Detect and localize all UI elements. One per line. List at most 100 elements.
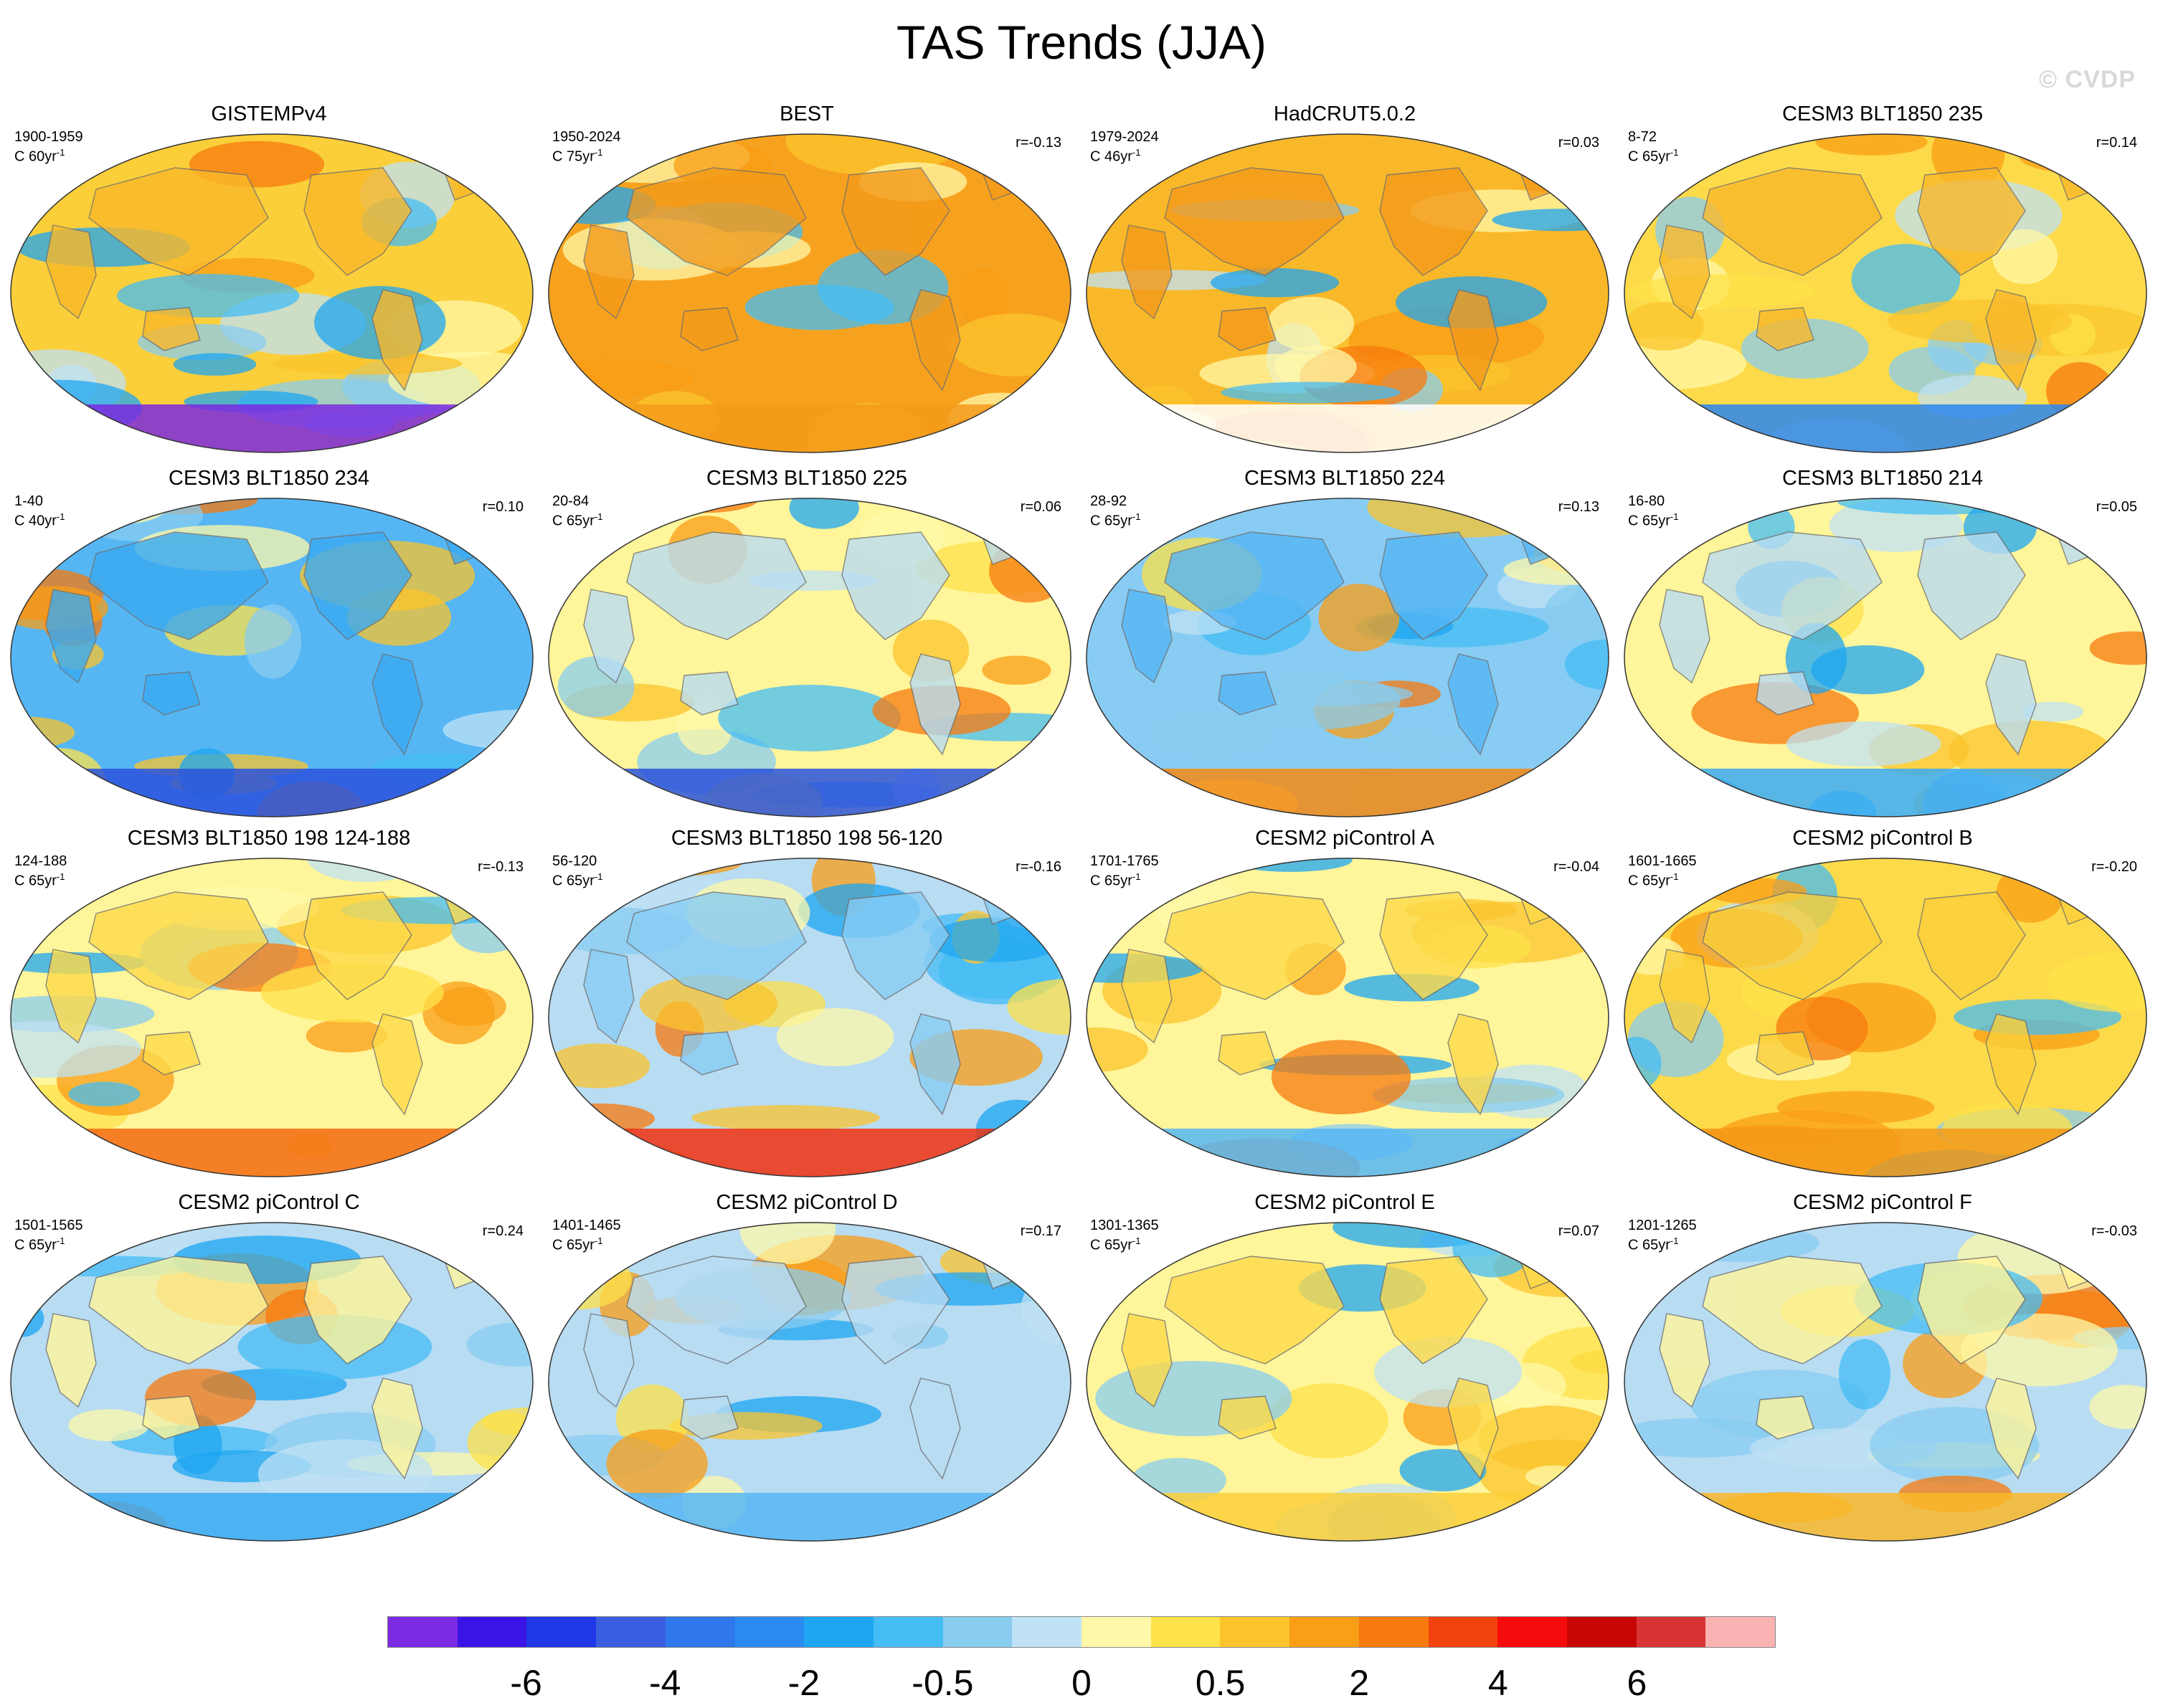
continent-outline xyxy=(1985,1013,2037,1116)
continent-outline xyxy=(1164,891,1345,1000)
southern-ocean-band xyxy=(1624,404,2147,452)
map-panel: CESM3 BLT1850 198 56-120 56-120 C 65yr-1 r=… xyxy=(538,826,1076,1190)
panel-correlation: r=0.13 xyxy=(1558,499,1599,515)
continent-outline xyxy=(1917,891,2026,1000)
panel-period: 124-188 xyxy=(14,853,67,869)
continent-outline xyxy=(142,671,201,716)
panel-units: C 75yr-1 xyxy=(552,147,603,165)
map-boundary xyxy=(1624,498,2147,817)
anomaly-region xyxy=(549,498,648,542)
colorbar-label: -4 xyxy=(648,1663,681,1703)
map-panel: CESM2 piControl A 1701-1765 C 65yr-1 r=-0.0… xyxy=(1076,826,1614,1190)
anomaly-region xyxy=(606,1429,708,1499)
trend-map xyxy=(10,133,534,453)
panel-period: 1201-1265 xyxy=(1628,1218,1697,1233)
colorbar-label: -6 xyxy=(510,1663,542,1703)
panel-correlation: r=0.06 xyxy=(1020,499,1061,515)
colorbar-swatch xyxy=(1150,1617,1221,1647)
continent-outline xyxy=(45,1313,97,1408)
colorbar-swatch xyxy=(665,1617,735,1647)
southern-ocean-band xyxy=(1087,1493,1609,1541)
panel-units: C 60yr-1 xyxy=(14,147,65,165)
continent-outline xyxy=(1121,949,1173,1044)
anomaly-region xyxy=(739,1223,836,1265)
panel-correlation: r=-0.16 xyxy=(1016,859,1061,875)
anomaly-region xyxy=(2032,422,2101,452)
continent-outline xyxy=(1379,531,1488,640)
map-panel: CESM3 BLT1850 225 20-84 C 65yr-1 r=0.06 xyxy=(538,466,1076,830)
panel-correlation: r=0.10 xyxy=(482,499,524,515)
continent-outline xyxy=(303,891,412,1000)
panel-correlation: r=-0.03 xyxy=(2091,1223,2137,1239)
map-boundary xyxy=(548,858,1071,1177)
southern-ocean-band xyxy=(549,1493,1071,1541)
map-boundary xyxy=(1624,1222,2147,1542)
continent-outline xyxy=(626,167,807,276)
map-panel: CESM2 piControl E 1301-1365 C 65yr-1 r=0.07 xyxy=(1076,1190,1614,1555)
southern-ocean-band xyxy=(11,1493,533,1541)
continent-outline xyxy=(1917,531,2026,640)
panel-period: 1401-1465 xyxy=(552,1218,621,1233)
trend-map xyxy=(1624,133,2147,453)
map-panel: HadCRUT5.0.2 1979-2024 C 46yr-1 r=0.03 xyxy=(1076,102,1614,466)
anomaly-region xyxy=(173,353,257,376)
anomaly-region xyxy=(1475,427,1609,452)
trend-map xyxy=(1624,1222,2147,1542)
anomaly-region xyxy=(1948,721,2111,784)
southern-ocean-band xyxy=(11,769,533,817)
continent-outline xyxy=(680,1395,739,1440)
anomaly-region xyxy=(434,1512,533,1540)
continent-outline xyxy=(1659,949,1710,1044)
map-panel: CESM3 BLT1850 214 16-80 C 65yr-1 r=0.05 xyxy=(1614,466,2152,830)
continent-outline xyxy=(909,1013,961,1116)
colorbar-label: -2 xyxy=(787,1663,820,1703)
continent-outline xyxy=(626,1256,807,1365)
trend-map xyxy=(1086,1222,1609,1542)
anomaly-region xyxy=(993,425,1071,452)
anomaly-region xyxy=(929,917,1064,962)
trend-map xyxy=(548,498,1071,817)
continent-outline xyxy=(1218,307,1277,351)
anomaly-region xyxy=(68,1081,141,1106)
continent-outline xyxy=(1164,1256,1345,1365)
continent-outline xyxy=(142,1031,201,1076)
continent-outline xyxy=(1447,653,1499,756)
trend-map xyxy=(548,133,1071,453)
colorbar-swatch xyxy=(1289,1617,1359,1647)
colorbar-swatch xyxy=(804,1617,874,1647)
anomaly-region xyxy=(549,1520,658,1541)
panel-title: HadCRUT5.0.2 xyxy=(1273,103,1416,125)
southern-ocean-band xyxy=(549,769,1071,817)
continent-outline xyxy=(371,1013,423,1116)
anomaly-region xyxy=(789,498,859,529)
continent-outline xyxy=(1379,1256,1488,1365)
continent-outline xyxy=(371,653,423,756)
map-boundary xyxy=(1086,133,1609,453)
trend-map xyxy=(10,498,534,817)
panel-correlation: r=0.07 xyxy=(1558,1223,1599,1239)
continent-outline xyxy=(680,1031,739,1076)
colorbar-swatch xyxy=(1012,1617,1082,1647)
anomaly-region xyxy=(995,498,1071,533)
anomaly-region xyxy=(1564,639,1609,690)
trend-map xyxy=(1086,133,1609,453)
anomaly-region xyxy=(1087,1027,1148,1072)
continent-outline xyxy=(1447,1013,1499,1116)
anomaly-region xyxy=(1992,229,2058,285)
continent-outline xyxy=(1218,1031,1277,1076)
continent-outline xyxy=(909,653,961,756)
continent-outline xyxy=(1756,671,1814,716)
anomaly-region xyxy=(1318,584,1400,652)
anomaly-region xyxy=(11,858,85,876)
panel-title: GISTEMPv4 xyxy=(211,103,327,125)
southern-ocean-band xyxy=(1624,769,2147,817)
anomaly-region xyxy=(1267,1383,1388,1458)
continent-outline xyxy=(1917,167,2026,276)
map-panel: CESM2 piControl D 1401-1465 C 65yr-1 r=0.17 xyxy=(538,1190,1076,1555)
anomaly-region xyxy=(2019,138,2146,174)
trend-map xyxy=(548,858,1071,1177)
anomaly-region xyxy=(466,1322,533,1367)
panel-period: 28-92 xyxy=(1090,493,1127,509)
continent-outline xyxy=(841,167,950,276)
anomaly-region xyxy=(2089,631,2147,665)
